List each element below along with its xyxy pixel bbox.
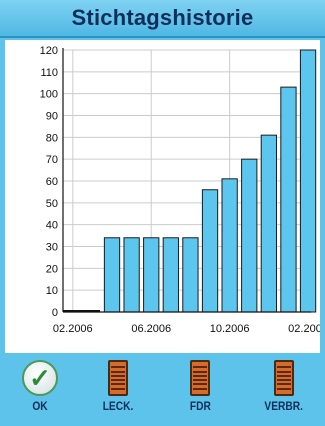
y-tick-label: 30 bbox=[46, 242, 58, 254]
bar bbox=[123, 237, 140, 313]
y-tick-label: 100 bbox=[40, 89, 58, 101]
bottom-toolbar: ✓ OK LECK. FDR VERBR. bbox=[0, 356, 325, 426]
x-tick-label: 02.2006 bbox=[53, 323, 93, 335]
verbr-button[interactable]: VERBR. bbox=[252, 360, 316, 422]
verbr-label: VERBR. bbox=[264, 399, 304, 413]
leck-label: LECK. bbox=[102, 399, 134, 413]
leck-button[interactable]: LECK. bbox=[86, 360, 150, 422]
x-tick-label: 10.2006 bbox=[210, 323, 250, 335]
bar bbox=[221, 178, 238, 313]
bar bbox=[280, 86, 297, 313]
bar bbox=[143, 237, 160, 313]
bar bbox=[103, 237, 121, 313]
y-tick-label: 20 bbox=[46, 263, 58, 275]
y-tick-label: 10 bbox=[46, 285, 58, 297]
bar-stack-icon bbox=[274, 360, 294, 396]
title-bar: Stichtagshistorie bbox=[0, 0, 325, 38]
bar bbox=[162, 237, 179, 313]
chart-panel: 0 10 20 30 40 50 60 70 80 90 100 110 120 02.2006 06.20… bbox=[5, 40, 320, 353]
ok-label: OK bbox=[32, 399, 48, 413]
y-tick-label: 120 bbox=[40, 45, 58, 57]
bar bbox=[299, 49, 317, 313]
bar-stack-icon bbox=[108, 360, 128, 396]
y-tick-label: 60 bbox=[46, 176, 58, 188]
y-tick-label: 80 bbox=[46, 132, 58, 144]
y-tick-label: 40 bbox=[46, 220, 58, 232]
y-tick-label: 50 bbox=[46, 198, 58, 210]
x-tick-label: 06.2006 bbox=[131, 323, 171, 335]
y-tick-label: 70 bbox=[46, 154, 58, 166]
bar bbox=[182, 237, 199, 313]
fdr-label: FDR bbox=[189, 399, 211, 413]
bar-stack-icon bbox=[190, 360, 210, 396]
screen-title: Stichtagshistorie bbox=[71, 5, 254, 30]
fdr-button[interactable]: FDR bbox=[168, 360, 232, 422]
bar bbox=[241, 158, 258, 313]
bar-chart: 0 10 20 30 40 50 60 70 80 90 100 110 120 02.2006 06.20… bbox=[40, 45, 320, 335]
y-tick-label: 110 bbox=[40, 67, 58, 79]
x-tick-label: 02.2007 bbox=[288, 323, 320, 335]
bar bbox=[260, 134, 277, 313]
y-tick-label: 0 bbox=[52, 307, 58, 319]
ok-button[interactable]: ✓ OK bbox=[8, 360, 72, 422]
bar bbox=[201, 189, 219, 313]
y-tick-label: 90 bbox=[46, 111, 58, 123]
check-circle-icon: ✓ bbox=[22, 360, 58, 396]
